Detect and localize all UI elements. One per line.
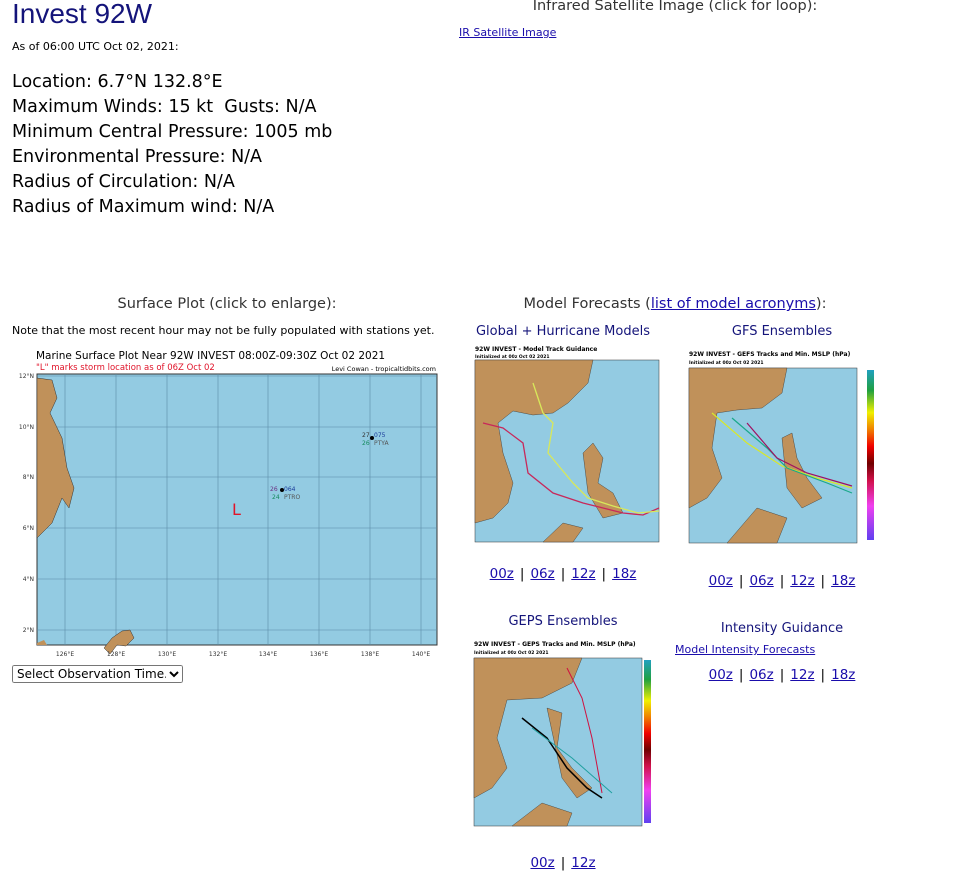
location: Location: 6.7°N 132.8°E	[12, 72, 223, 92]
lon-label: 140°E	[412, 651, 430, 658]
storm-details: Location: 6.7°N 132.8°E Maximum Winds: 1…	[12, 70, 332, 220]
global-models-title: Global + Hurricane Models	[475, 324, 650, 339]
satellite-heading: Infrared Satellite Image (click for loop…	[532, 0, 818, 14]
ir-satellite-link[interactable]: IR Satellite Image	[459, 26, 557, 39]
lon-label: 138°E	[361, 651, 379, 658]
lon-label: 134°E	[259, 651, 277, 658]
svg-text:PTRO: PTRO	[284, 494, 300, 501]
img-title: 92W INVEST - GEFS Tracks and Min. MSLP (…	[689, 351, 851, 358]
plot-title: Marine Surface Plot Near 92W INVEST 08:0…	[36, 350, 385, 362]
land-islet	[37, 640, 47, 645]
global-06z-link[interactable]: 06z	[530, 566, 555, 582]
gfs-06z-link[interactable]: 06z	[749, 573, 774, 589]
as-of-timestamp: As of 06:00 UTC Oct 02, 2021:	[12, 40, 179, 53]
gfs-ensembles-title: GFS Ensembles	[731, 324, 833, 339]
observation-time-select[interactable]: Select Observation Time...	[12, 665, 183, 683]
svg-text:PTYA: PTYA	[374, 440, 389, 447]
land-mindanao	[36, 377, 75, 539]
intensity-12z-link[interactable]: 12z	[790, 667, 815, 683]
svg-text:064: 064	[284, 486, 296, 493]
min-pressure: Minimum Central Pressure: 1005 mb	[12, 122, 333, 142]
model-acronyms-link[interactable]: list of model acronyms	[650, 296, 816, 312]
radius-circulation: Radius of Circulation: N/A	[12, 172, 235, 192]
img-title: 92W INVEST - GEPS Tracks and Min. MSLP (…	[474, 641, 636, 648]
geps-00z-link[interactable]: 00z	[530, 855, 555, 871]
intensity-06z-link[interactable]: 06z	[749, 667, 774, 683]
global-models-links: 00z | 06z | 12z | 18z	[489, 566, 637, 582]
lon-label: 126°E	[56, 651, 74, 658]
img-sub: Initialized at 00z Oct 02 2021	[689, 360, 763, 366]
gfs-12z-link[interactable]: 12z	[790, 573, 815, 589]
lon-label: 128°E	[107, 651, 125, 658]
surface-plot-image[interactable]: Marine Surface Plot Near 92W INVEST 08:0…	[12, 348, 442, 660]
img-sub: Initialized at 00z Oct 02 2021	[474, 650, 548, 656]
gfs-links: 00z | 06z | 12z | 18z	[708, 573, 856, 589]
lon-label: 132°E	[209, 651, 227, 658]
svg-text:24: 24	[272, 494, 280, 501]
land-halmahera	[103, 629, 135, 655]
global-18z-link[interactable]: 18z	[612, 566, 637, 582]
model-forecasts-heading: Model Forecasts (list of model acronyms)…	[523, 296, 827, 312]
global-00z-link[interactable]: 00z	[489, 566, 514, 582]
station-ptya: 27 075 26 PTYA	[362, 432, 389, 447]
geps-ensemble-image[interactable]: 92W INVEST - GEPS Tracks and Min. MSLP (…	[472, 638, 657, 830]
storm-location-marker: L	[232, 500, 241, 519]
svg-text:26: 26	[362, 440, 370, 447]
max-winds: Maximum Winds: 15 kt Gusts: N/A	[12, 97, 317, 117]
geps-links: 00z | 12z	[530, 855, 596, 871]
geps-ensembles-title: GEPS Ensembles	[508, 614, 618, 629]
geps-12z-link[interactable]: 12z	[571, 855, 596, 871]
img-sub: Initialized at 00z Oct 02 2021	[475, 354, 549, 360]
ocean	[36, 373, 438, 646]
intensity-00z-link[interactable]: 00z	[708, 667, 733, 683]
lat-label: 6°N	[23, 525, 34, 532]
svg-text:26: 26	[270, 486, 278, 493]
page-title: Invest 92W	[12, 0, 153, 29]
plot-credit: Levi Cowan - tropicaltidbits.com	[332, 365, 436, 373]
surface-note: Note that the most recent hour may not b…	[12, 324, 435, 337]
intensity-guidance-title: Intensity Guidance	[720, 621, 844, 636]
lat-label: 8°N	[23, 474, 34, 481]
env-pressure: Environmental Pressure: N/A	[12, 147, 263, 167]
lat-label: 12°N	[19, 373, 34, 380]
lat-label: 10°N	[19, 424, 34, 431]
gfs-ensemble-image[interactable]: 92W INVEST - GEFS Tracks and Min. MSLP (…	[687, 348, 887, 548]
gfs-00z-link[interactable]: 00z	[708, 573, 733, 589]
intensity-18z-link[interactable]: 18z	[831, 667, 856, 683]
lat-label: 4°N	[23, 576, 34, 583]
img-title: 92W INVEST - Model Track Guidance	[475, 346, 597, 353]
global-12z-link[interactable]: 12z	[571, 566, 596, 582]
model-intensity-forecasts-link[interactable]: Model Intensity Forecasts	[675, 643, 816, 656]
lon-label: 130°E	[158, 651, 176, 658]
svg-text:075: 075	[374, 432, 386, 439]
surface-heading: Surface Plot (click to enlarge):	[117, 296, 337, 312]
station-ptro: 26 064 24 PTRO	[270, 486, 300, 501]
plot-subtitle: "L" marks storm location as of 06Z Oct 0…	[36, 363, 215, 373]
intensity-links: 00z | 06z | 12z | 18z	[708, 667, 856, 683]
lat-label: 2°N	[23, 627, 34, 634]
gfs-18z-link[interactable]: 18z	[831, 573, 856, 589]
global-model-track-image[interactable]: 92W INVEST - Model Track Guidance Initia…	[473, 343, 661, 549]
svg-text:27: 27	[362, 432, 370, 439]
lon-label: 136°E	[310, 651, 328, 658]
radius-max-wind: Radius of Maximum wind: N/A	[12, 197, 275, 217]
